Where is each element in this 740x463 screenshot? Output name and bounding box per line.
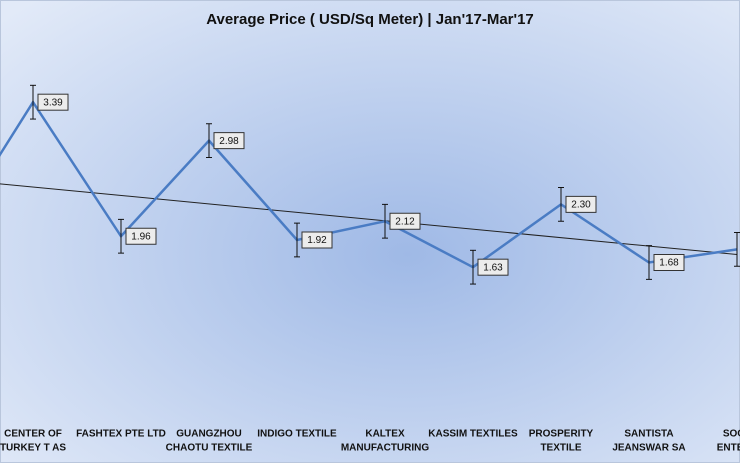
x-tick-label: SANTISTA [624, 429, 673, 440]
x-tick-label: KALTEX [365, 429, 405, 440]
data-label: 2.98 [219, 136, 239, 147]
error-bar [646, 245, 652, 280]
data-label-box [565, 195, 597, 213]
data-label-box [653, 254, 685, 271]
error-bar [558, 187, 564, 222]
x-tick-label: GUANGZHOU [176, 429, 242, 440]
trend-line [0, 183, 738, 256]
error-bar [118, 218, 124, 254]
x-tick-label: FASHTEX PTE LTD [76, 429, 166, 440]
error-bar [206, 123, 212, 158]
x-tick-label: TURKEY T AS [0, 443, 66, 454]
data-label: 1.63 [483, 262, 503, 273]
data-label-box [477, 258, 509, 276]
error-bar [382, 203, 388, 239]
data-label: 2.12 [395, 216, 415, 227]
data-label-box [125, 227, 157, 245]
data-label: 1.68 [659, 258, 679, 269]
x-tick-label: SOOF [723, 429, 740, 440]
data-label-box [37, 93, 69, 111]
x-tick-label: CENTER OF [4, 429, 62, 440]
error-bar [734, 232, 740, 267]
data-label: 3.39 [43, 97, 63, 108]
data-line [0, 99, 738, 269]
data-label-box [301, 231, 333, 249]
x-tick-label: PROSPERITY [529, 429, 594, 440]
data-label-box [213, 132, 245, 150]
chart-title: Average Price ( USD/Sq Meter) | Jan'17-M… [206, 11, 534, 28]
data-label: 1.96 [131, 231, 151, 242]
x-tick-label: JEANSWAR SA [612, 443, 685, 454]
data-label-box [389, 212, 421, 230]
data-label: 1.92 [307, 235, 327, 246]
x-tick-label: TEXTILE [540, 443, 581, 454]
x-tick-label: CHAOTU TEXTILE [166, 443, 253, 454]
error-bar [30, 84, 36, 120]
error-bar [294, 222, 300, 258]
x-tick-label: INDIGO TEXTILE [257, 429, 337, 440]
x-tick-label: MANUFACTURING [341, 443, 430, 454]
data-label: 2.30 [571, 200, 591, 211]
error-bar [470, 249, 476, 285]
x-tick-label: ENTERP [717, 443, 740, 454]
x-tick-label: KASSIM TEXTILES [428, 429, 518, 440]
